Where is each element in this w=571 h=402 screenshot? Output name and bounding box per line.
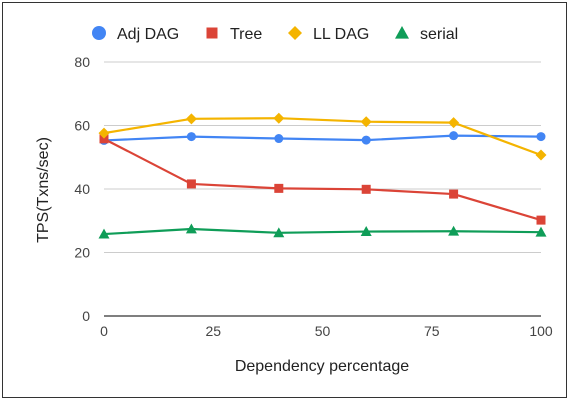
series-group (98, 112, 547, 239)
data-point-ll-dag (273, 112, 285, 124)
x-tick-label: 25 (205, 323, 221, 339)
data-point-serial (185, 223, 197, 234)
legend-item-tree: Tree (206, 26, 262, 43)
legend-item-ll-dag: LL DAG (288, 26, 369, 43)
data-point-adj-dag (361, 135, 371, 145)
data-point-adj-dag (186, 132, 196, 142)
legend-marker-serial (395, 26, 409, 39)
data-point-tree (99, 134, 109, 144)
y-tick-label: 20 (74, 245, 90, 261)
legend-label-serial: serial (420, 26, 458, 43)
legend-item-serial: serial (395, 26, 458, 43)
legend-label-tree: Tree (230, 26, 262, 43)
legend-label-adj-dag: Adj DAG (117, 26, 179, 43)
data-point-serial (448, 225, 460, 236)
data-point-serial (360, 226, 372, 236)
data-point-serial (98, 228, 110, 239)
x-tick-label: 100 (529, 323, 553, 339)
x-tick-label: 50 (315, 323, 331, 339)
y-tick-label: 80 (74, 54, 90, 70)
data-point-tree (186, 179, 196, 189)
legend-item-adj-dag: Adj DAG (92, 26, 179, 43)
data-point-tree (449, 189, 459, 199)
y-tick-label: 0 (82, 308, 90, 324)
x-axis-title: Dependency percentage (235, 358, 409, 375)
y-tick-label: 60 (74, 118, 90, 134)
data-point-tree (361, 184, 371, 194)
grid (104, 61, 541, 317)
data-point-adj-dag (274, 134, 284, 144)
series-tree (99, 134, 546, 225)
series-ll-dag (98, 112, 547, 161)
data-point-ll-dag (448, 117, 460, 129)
series-line-adj-dag (103, 134, 542, 142)
data-point-adj-dag (449, 131, 459, 141)
data-point-ll-dag (535, 149, 547, 161)
legend-marker-adj-dag (92, 26, 106, 40)
data-point-serial (535, 226, 547, 237)
data-point-adj-dag (536, 132, 546, 142)
series-line-ll-dag (103, 117, 542, 157)
data-point-ll-dag (360, 116, 372, 128)
legend-marker-tree (206, 27, 218, 39)
data-point-tree (274, 183, 284, 193)
y-axis-title: TPS(Txns/sec) (35, 137, 52, 243)
x-tick-label: 0 (100, 323, 108, 339)
series-line-serial (103, 227, 542, 236)
y-axis-ticks: 0 20 40 60 80 (74, 54, 90, 324)
data-point-ll-dag (98, 127, 110, 139)
data-point-tree (536, 215, 546, 225)
legend-label-ll-dag: LL DAG (313, 26, 369, 43)
data-point-serial (273, 227, 285, 238)
series-line-tree (103, 137, 542, 222)
x-axis-ticks: 0 25 50 75 100 (100, 323, 553, 339)
series-serial (98, 223, 547, 239)
series-adj-dag (99, 131, 546, 145)
data-point-ll-dag (185, 113, 197, 125)
x-tick-label: 75 (424, 323, 440, 339)
y-tick-label: 40 (74, 181, 90, 197)
legend-marker-ll-dag (288, 26, 302, 40)
legend: Adj DAG Tree LL DAG serial (92, 26, 458, 43)
